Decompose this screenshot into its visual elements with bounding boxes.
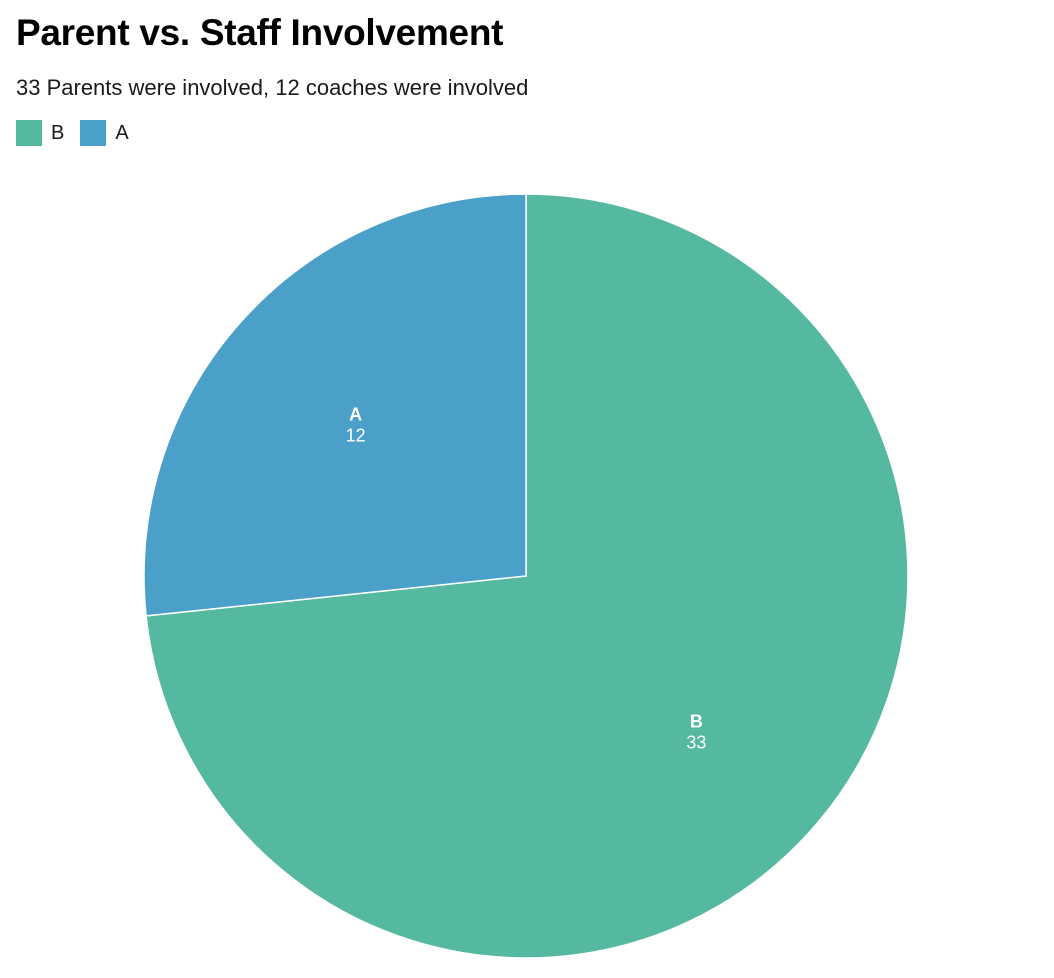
chart-subtitle: 33 Parents were involved, 12 coaches wer… (16, 75, 529, 100)
chart-title: Parent vs. Staff Involvement (16, 12, 504, 53)
legend: B A (16, 120, 145, 146)
legend-item-a[interactable]: A (80, 120, 129, 146)
legend-swatch-a (80, 120, 107, 146)
slice-label-a-value: 12 (346, 426, 366, 446)
legend-label-a: A (115, 121, 129, 144)
pie-slice-a[interactable] (143, 193, 527, 617)
legend-label-b: B (51, 121, 65, 144)
slice-label-b-name: B (690, 711, 703, 731)
slice-label-b-value: 33 (686, 732, 706, 752)
legend-item-b[interactable]: B (16, 120, 64, 146)
legend-swatch-b (16, 120, 42, 146)
pie-slice-b[interactable] (145, 193, 909, 959)
slice-label-a-name: A (349, 405, 362, 425)
